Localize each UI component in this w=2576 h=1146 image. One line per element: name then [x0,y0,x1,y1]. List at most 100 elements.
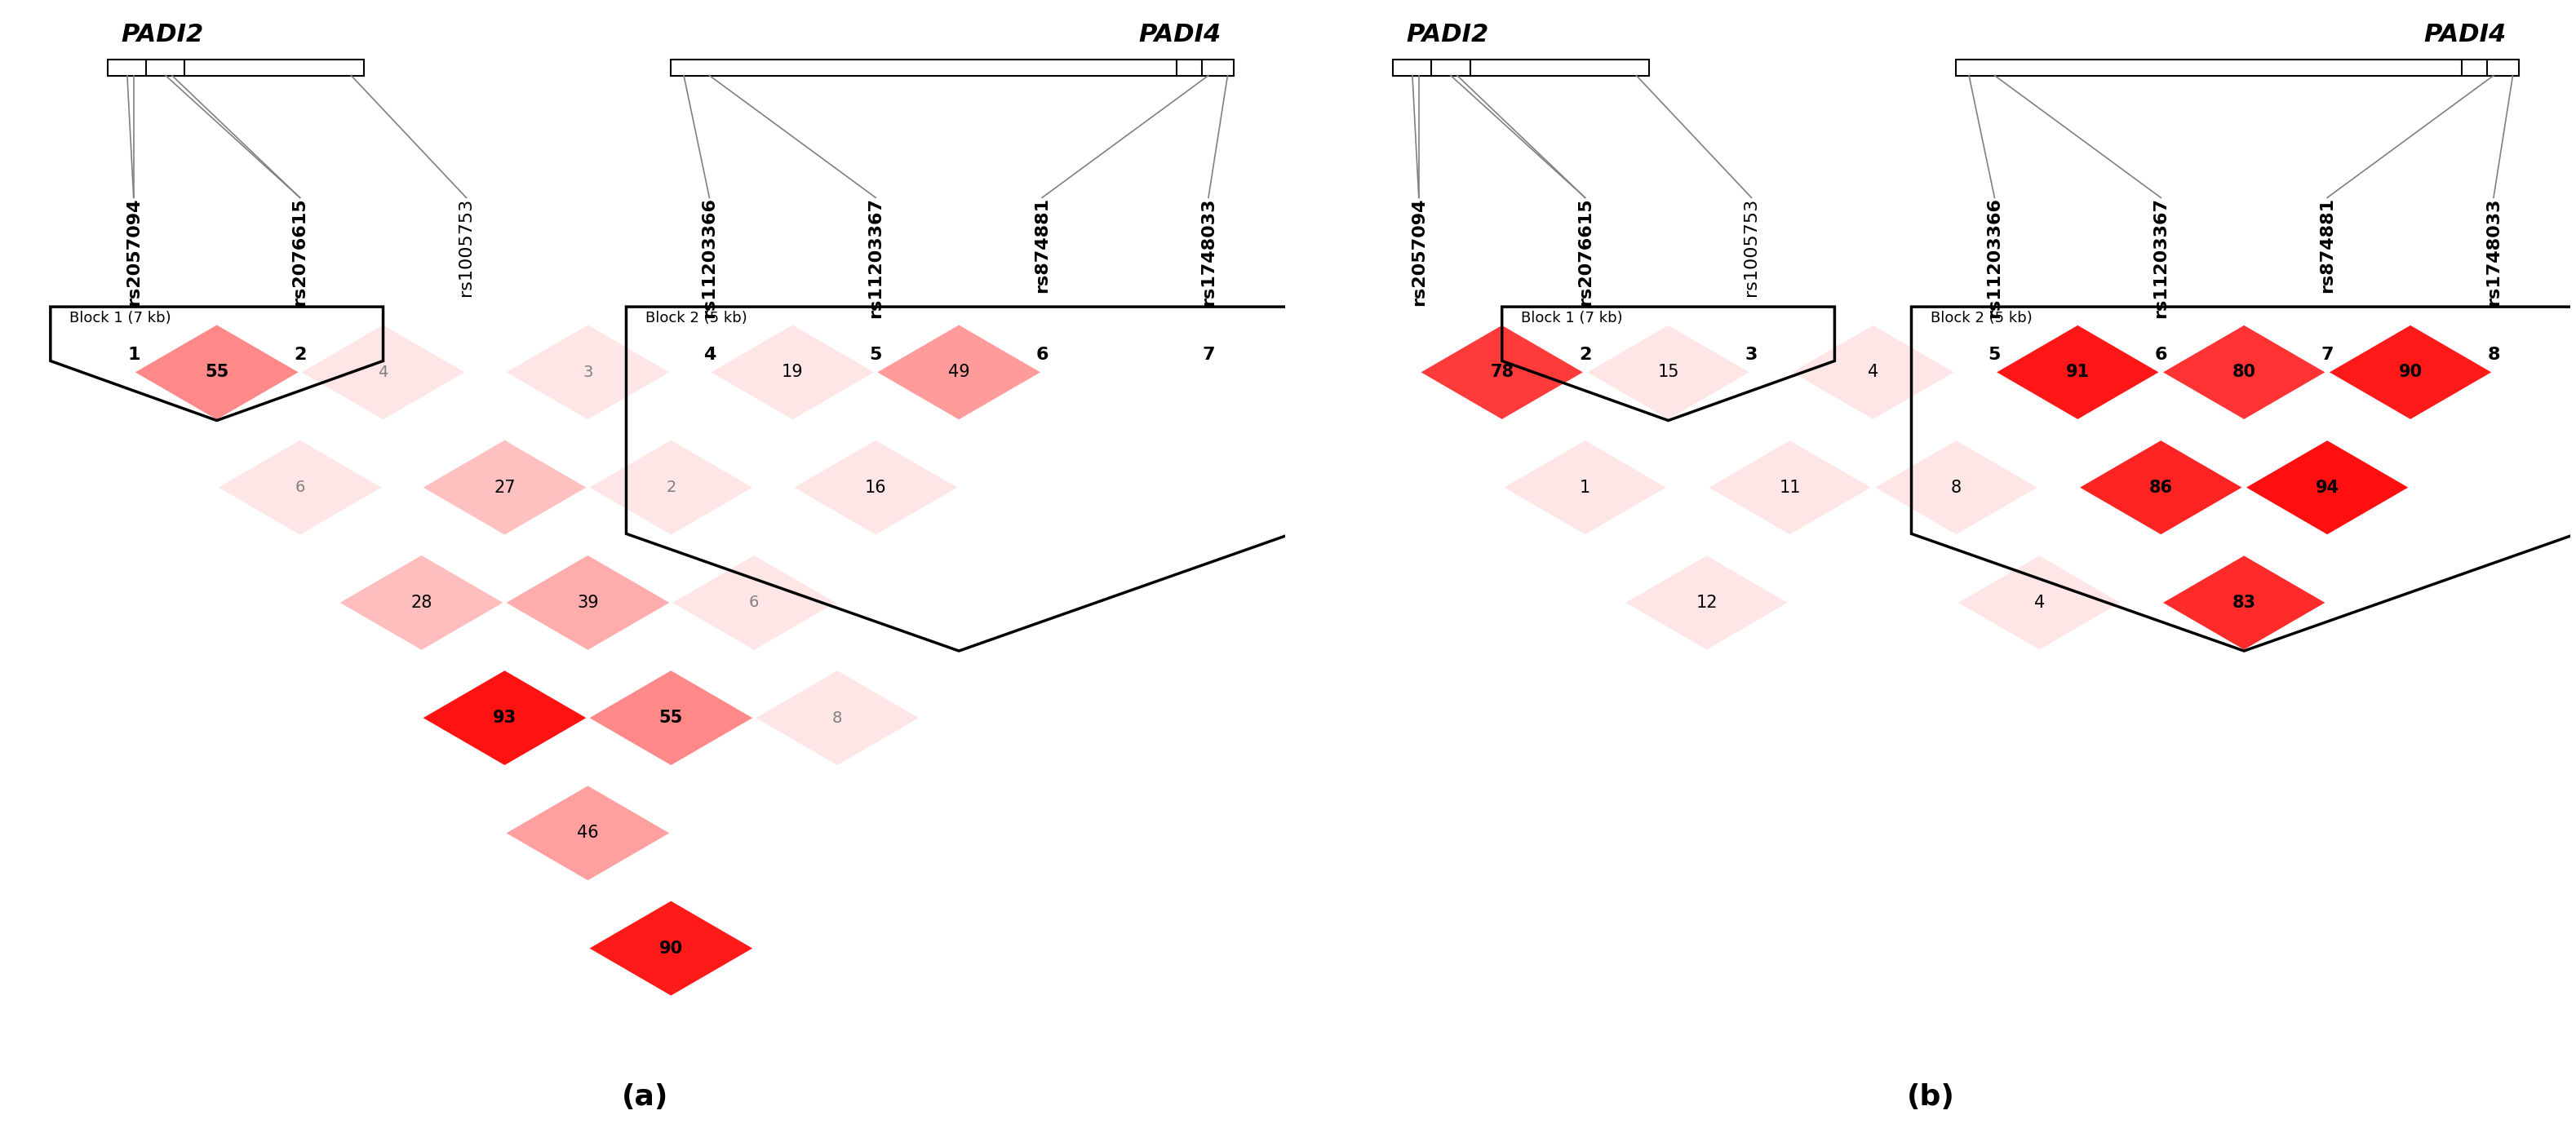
Text: 8: 8 [1950,479,1960,495]
Polygon shape [670,555,837,651]
Text: 5: 5 [871,346,881,363]
Text: rs11203366: rs11203366 [701,198,719,319]
Text: 4: 4 [379,364,389,380]
Text: PADI4: PADI4 [1139,23,1221,47]
Text: 8: 8 [2488,346,2499,363]
Text: 90: 90 [659,940,683,957]
Polygon shape [2161,555,2326,651]
Polygon shape [1708,439,1873,535]
Text: (a): (a) [621,1083,670,1110]
Text: PADI4: PADI4 [2424,23,2506,47]
FancyBboxPatch shape [1394,60,1649,76]
Text: 4: 4 [1868,364,1878,380]
Polygon shape [876,324,1043,421]
Polygon shape [337,555,505,651]
Text: 27: 27 [495,479,515,495]
Polygon shape [1873,439,2040,535]
Text: 8: 8 [832,711,842,725]
Polygon shape [1955,555,2123,651]
Text: (b): (b) [1906,1083,1955,1110]
Text: 93: 93 [492,709,518,727]
Text: rs2057094: rs2057094 [126,198,142,306]
Text: 83: 83 [2233,595,2257,611]
Text: 6: 6 [750,595,760,611]
Text: Block 2 (5 kb): Block 2 (5 kb) [647,312,747,325]
Polygon shape [134,324,299,421]
Text: rs2076615: rs2076615 [291,198,309,306]
Text: rs1748033: rs1748033 [1200,198,1216,306]
Text: rs2057094: rs2057094 [1412,198,1427,306]
Polygon shape [1419,324,1584,421]
Text: 12: 12 [1695,595,1718,611]
Polygon shape [2079,439,2244,535]
Text: 94: 94 [2316,479,2339,495]
FancyBboxPatch shape [108,60,363,76]
Text: 7: 7 [2321,346,2334,363]
Polygon shape [299,324,466,421]
Text: 3: 3 [1744,346,1757,363]
Text: 49: 49 [948,364,969,380]
Text: 55: 55 [206,364,229,380]
Polygon shape [587,439,755,535]
Polygon shape [505,324,670,421]
Text: 7: 7 [1203,346,1216,363]
Text: 80: 80 [2233,364,2257,380]
Text: 5: 5 [1989,346,2002,363]
Text: 3: 3 [582,364,592,380]
Text: PADI2: PADI2 [121,23,204,47]
Text: rs1005753: rs1005753 [1744,198,1759,296]
Text: rs1005753: rs1005753 [459,198,474,296]
Text: rs874881: rs874881 [2318,198,2336,293]
Polygon shape [2244,439,2411,535]
Polygon shape [216,439,384,535]
Text: Block 1 (7 kb): Block 1 (7 kb) [1522,312,1623,325]
Text: 6: 6 [1036,346,1048,363]
Text: 4: 4 [2035,595,2045,611]
Text: 6: 6 [294,480,304,495]
Polygon shape [755,669,920,767]
Text: rs2076615: rs2076615 [1577,198,1595,306]
Text: Block 1 (7 kb): Block 1 (7 kb) [70,312,173,325]
Text: 4: 4 [703,346,716,363]
Text: rs1748033: rs1748033 [2486,198,2501,306]
Text: 90: 90 [2398,364,2421,380]
Polygon shape [587,900,755,997]
Polygon shape [1502,439,1669,535]
Text: PADI2: PADI2 [1406,23,1489,47]
Text: 46: 46 [577,825,598,841]
Polygon shape [1623,555,1790,651]
Text: 91: 91 [2066,364,2089,380]
Text: 11: 11 [1780,479,1801,495]
Polygon shape [1584,324,1752,421]
Polygon shape [422,669,587,767]
Polygon shape [793,439,958,535]
Text: 6: 6 [2154,346,2166,363]
Text: 15: 15 [1656,364,1680,380]
Text: 2: 2 [294,346,307,363]
Text: 19: 19 [781,364,804,380]
Text: 86: 86 [2148,479,2172,495]
Polygon shape [587,669,755,767]
FancyBboxPatch shape [1955,60,2519,76]
Text: 2: 2 [1579,346,1592,363]
Polygon shape [2326,324,2494,421]
Text: 16: 16 [866,479,886,495]
Text: rs11203367: rs11203367 [2154,198,2169,319]
Text: rs874881: rs874881 [1033,198,1051,293]
Polygon shape [708,324,876,421]
Text: 1: 1 [126,346,139,363]
Polygon shape [505,785,670,881]
Text: 2: 2 [667,480,675,495]
Text: rs11203367: rs11203367 [868,198,884,319]
Polygon shape [505,555,670,651]
Polygon shape [2161,324,2326,421]
FancyBboxPatch shape [670,60,1234,76]
Text: 55: 55 [659,709,683,727]
Polygon shape [1790,324,1955,421]
Text: 28: 28 [410,595,433,611]
Text: Block 2 (5 kb): Block 2 (5 kb) [1929,312,2032,325]
Text: 1: 1 [1579,479,1589,495]
Polygon shape [422,439,587,535]
Text: 39: 39 [577,595,598,611]
Polygon shape [1994,324,2161,421]
